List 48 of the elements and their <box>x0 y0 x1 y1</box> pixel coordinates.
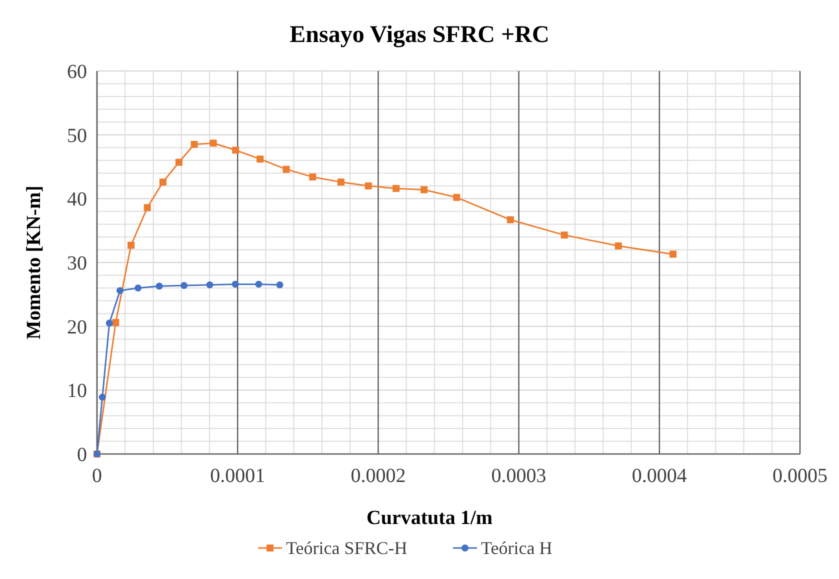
point <box>309 173 316 180</box>
point <box>282 166 290 173</box>
y-tick-label: 60 <box>67 61 87 83</box>
x-axis-title: Curvatuta 1/m <box>366 507 493 529</box>
point <box>128 242 135 249</box>
point <box>206 281 214 288</box>
point <box>670 250 677 258</box>
point <box>106 320 113 327</box>
point <box>98 394 106 401</box>
point <box>144 204 151 212</box>
point <box>506 216 514 224</box>
point <box>175 158 182 166</box>
x-tick-label: 0.0005 <box>772 465 828 487</box>
point <box>232 280 239 288</box>
point <box>256 156 264 163</box>
point <box>337 178 344 186</box>
point <box>210 140 217 147</box>
point <box>190 140 198 148</box>
point <box>614 242 622 250</box>
y-axis-title: Momento [KN-m] <box>23 186 45 340</box>
y-tick-label: 40 <box>67 188 87 211</box>
x-tick-label: 0.0001 <box>210 465 266 487</box>
x-tick-label: 0.0003 <box>491 465 546 487</box>
y-tick-label: 0 <box>77 444 87 466</box>
point <box>116 287 124 294</box>
point <box>392 184 400 192</box>
y-tick-label: 50 <box>67 124 87 147</box>
point <box>560 232 568 239</box>
x-tick-label: 0.0002 <box>350 465 406 487</box>
x-tick-label: 0 <box>92 465 102 487</box>
y-tick-label: 20 <box>67 316 87 338</box>
point <box>159 178 166 186</box>
point <box>112 319 120 326</box>
legend-label: Teórica SFRC-H <box>286 538 408 558</box>
point <box>453 194 460 201</box>
legend-label: Teórica H <box>481 538 552 558</box>
y-tick-label: 10 <box>67 380 87 402</box>
point <box>276 281 284 288</box>
x-tick-label: 0.0004 <box>632 465 687 487</box>
point <box>232 146 240 154</box>
point <box>255 280 262 288</box>
point <box>134 284 142 292</box>
y-tick-label: 30 <box>67 252 87 274</box>
point <box>180 282 188 289</box>
point <box>364 182 372 190</box>
point <box>420 186 428 194</box>
chart-title: Ensayo Vigas SFRC +RC <box>290 22 550 48</box>
point <box>156 282 163 290</box>
